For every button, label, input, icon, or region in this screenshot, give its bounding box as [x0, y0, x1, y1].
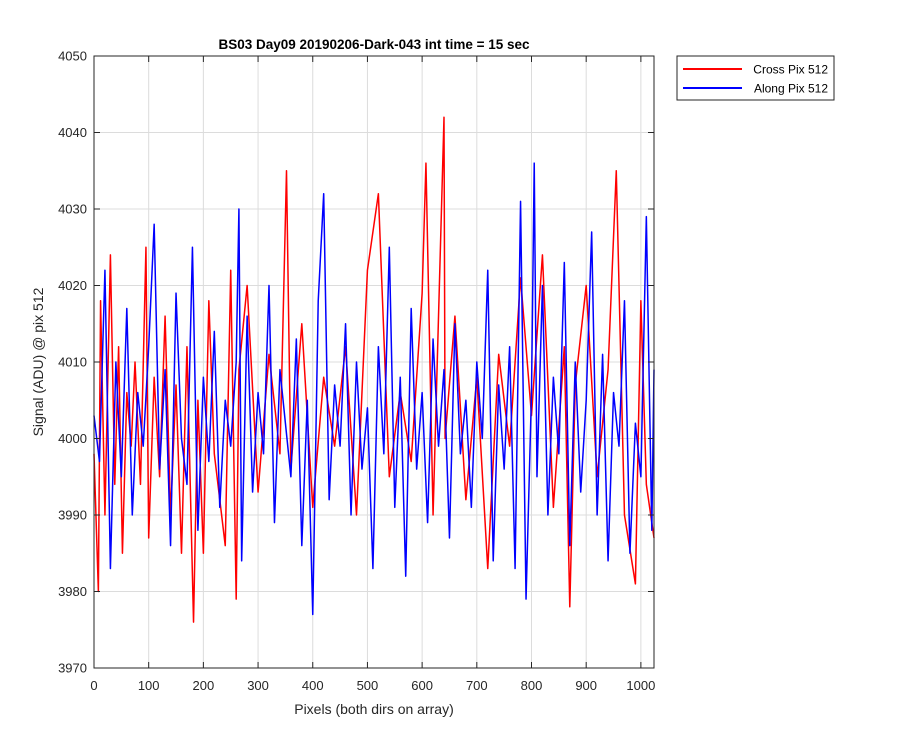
ticks	[93, 55, 654, 669]
x-tick-label: 100	[138, 678, 160, 693]
legend: Cross Pix 512 Along Pix 512	[676, 55, 835, 101]
x-tick-label: 600	[411, 678, 433, 693]
x-tick-label: 700	[466, 678, 488, 693]
y-tick-label: 3990	[58, 508, 87, 523]
y-tick-label: 4040	[58, 125, 87, 140]
y-axis-label: Signal (ADU) @ pix 512	[30, 287, 46, 436]
legend-box	[676, 55, 835, 101]
x-tick-label: 1000	[626, 678, 655, 693]
y-tick-label: 4000	[58, 431, 87, 446]
y-tick-label: 4020	[58, 278, 87, 293]
x-tick-labels: 0 100 200 300 400 500 600 700 800 900 1000	[90, 678, 655, 693]
y-tick-label: 4010	[58, 355, 87, 370]
y-tick-labels: 3970 3980 3990 4000 4010 4020 4030 4040 4050	[58, 49, 87, 676]
x-tick-label: 800	[521, 678, 543, 693]
x-tick-label: 500	[357, 678, 379, 693]
legend-label-cross-pix-512: Cross Pix 512	[753, 63, 828, 77]
series-line-along-pix-512	[93, 162, 655, 616]
x-tick-label: 0	[90, 678, 97, 693]
x-tick-label: 200	[193, 678, 215, 693]
x-tick-label: 400	[302, 678, 324, 693]
y-tick-label: 4030	[58, 202, 87, 217]
legend-label-along-pix-512: Along Pix 512	[754, 82, 828, 96]
x-tick-label: 300	[247, 678, 269, 693]
y-tick-label: 3970	[58, 661, 87, 676]
y-tick-label: 3980	[58, 584, 87, 599]
x-axis-label: Pixels (both dirs on array)	[294, 701, 454, 717]
x-tick-label: 900	[575, 678, 597, 693]
y-tick-label: 4050	[58, 49, 87, 64]
series-layer	[93, 116, 655, 623]
chart-title: BS03 Day09 20190206-Dark-043 int time = …	[218, 37, 530, 52]
